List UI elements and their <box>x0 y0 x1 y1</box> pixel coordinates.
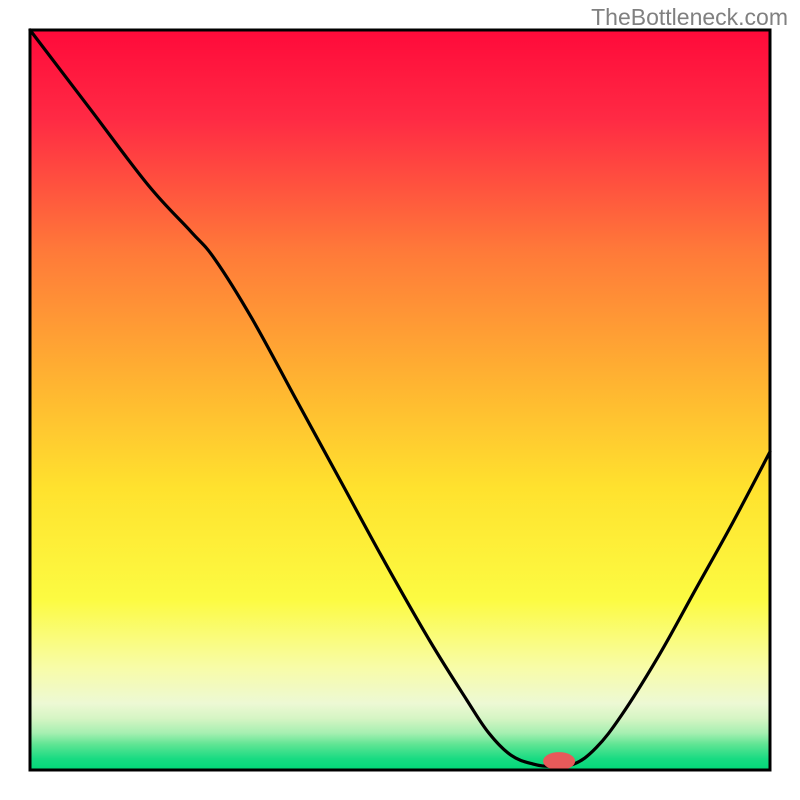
optimal-point-marker <box>543 752 575 770</box>
chart-svg <box>0 0 800 800</box>
watermark-text: TheBottleneck.com <box>591 4 788 31</box>
plot-background <box>30 30 770 770</box>
bottleneck-chart: TheBottleneck.com <box>0 0 800 800</box>
